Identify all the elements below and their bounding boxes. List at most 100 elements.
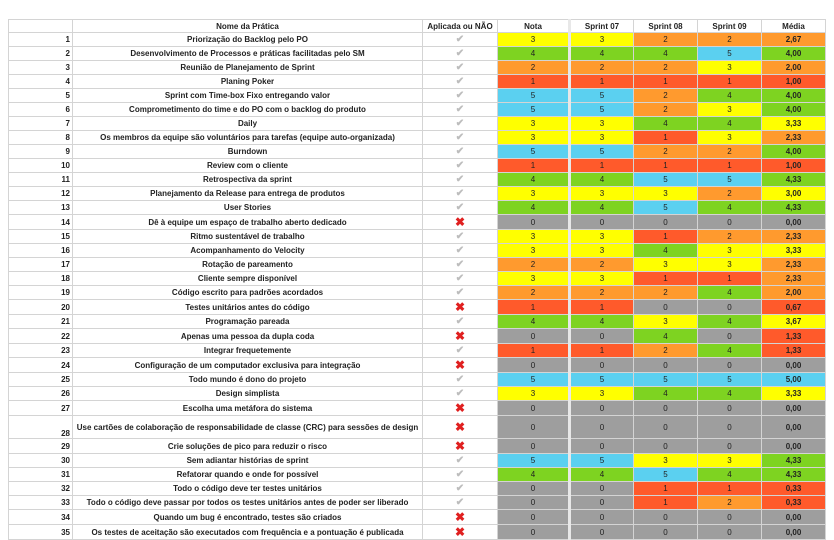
- applied-cell[interactable]: ✔: [422, 172, 498, 187]
- media-cell[interactable]: 4,33: [761, 200, 826, 215]
- sprint-07-cell[interactable]: 3: [568, 229, 634, 244]
- practice-name-cell[interactable]: Programação pareada: [72, 314, 423, 329]
- sprint-07-cell[interactable]: 2: [568, 257, 634, 272]
- sprint-09-cell[interactable]: 4: [697, 386, 762, 401]
- applied-cell[interactable]: ✔: [422, 453, 498, 468]
- sprint-08-cell[interactable]: 3: [633, 257, 698, 272]
- row-number[interactable]: 4: [8, 74, 73, 89]
- sprint-07-cell[interactable]: 0: [568, 400, 634, 416]
- nota-cell[interactable]: 5: [497, 102, 570, 117]
- applied-cell[interactable]: ✔: [422, 60, 498, 75]
- sprint-09-cell[interactable]: 0: [697, 357, 762, 373]
- sprint-08-cell[interactable]: 4: [633, 116, 698, 131]
- sprint-09-cell[interactable]: 3: [697, 102, 762, 117]
- nota-cell[interactable]: 0: [497, 400, 570, 416]
- sprint-08-cell[interactable]: 1: [633, 74, 698, 89]
- practice-name-cell[interactable]: Planejamento da Release para entrega de …: [72, 186, 423, 201]
- sprint-07-cell[interactable]: 0: [568, 481, 634, 496]
- media-cell[interactable]: 0,33: [761, 481, 826, 496]
- sprint-07-cell[interactable]: 5: [568, 144, 634, 159]
- sprint-09-cell[interactable]: 4: [697, 467, 762, 482]
- sprint-08-cell[interactable]: 3: [633, 314, 698, 329]
- media-cell[interactable]: 1,33: [761, 328, 826, 344]
- sprint-07-cell[interactable]: 1: [568, 343, 634, 358]
- nota-cell[interactable]: 4: [497, 200, 570, 215]
- practice-name-cell[interactable]: Rotação de pareamento: [72, 257, 423, 272]
- applied-cell[interactable]: ✔: [422, 386, 498, 401]
- nota-cell[interactable]: 0: [497, 415, 570, 439]
- sprint-09-cell[interactable]: 4: [697, 200, 762, 215]
- sprint-07-cell[interactable]: 5: [568, 372, 634, 387]
- nota-cell[interactable]: 1: [497, 158, 570, 173]
- sprint-07-cell[interactable]: 0: [568, 524, 634, 540]
- applied-cell[interactable]: ✔: [422, 130, 498, 145]
- practice-name-cell[interactable]: Escolha uma metáfora do sistema: [72, 400, 423, 416]
- nota-cell[interactable]: 0: [497, 357, 570, 373]
- row-number[interactable]: 2: [8, 46, 73, 61]
- sprint-09-cell[interactable]: 0: [697, 524, 762, 540]
- media-cell[interactable]: 0,00: [761, 214, 826, 230]
- row-number[interactable]: 17: [8, 257, 73, 272]
- media-cell[interactable]: 1,00: [761, 74, 826, 89]
- sprint-07-cell[interactable]: 3: [568, 116, 634, 131]
- sprint-09-cell[interactable]: 1: [697, 74, 762, 89]
- sprint-08-cell[interactable]: 1: [633, 229, 698, 244]
- sprint-09-cell[interactable]: 3: [697, 453, 762, 468]
- row-number[interactable]: 3: [8, 60, 73, 75]
- row-number[interactable]: 30: [8, 453, 73, 468]
- sprint-09-cell[interactable]: 0: [697, 328, 762, 344]
- header-row-number[interactable]: [8, 19, 73, 33]
- row-number[interactable]: 13: [8, 200, 73, 215]
- sprint-09-cell[interactable]: 0: [697, 509, 762, 525]
- header-nota[interactable]: Nota: [497, 19, 570, 33]
- media-cell[interactable]: 2,33: [761, 130, 826, 145]
- sprint-07-cell[interactable]: 1: [568, 74, 634, 89]
- practice-name-cell[interactable]: Sem adiantar histórias de sprint: [72, 453, 423, 468]
- sprint-09-cell[interactable]: 0: [697, 415, 762, 439]
- sprint-07-cell[interactable]: 3: [568, 32, 634, 47]
- practice-name-cell[interactable]: Apenas uma pessoa da dupla coda: [72, 328, 423, 344]
- sprint-08-cell[interactable]: 2: [633, 88, 698, 103]
- practice-name-cell[interactable]: Código escrito para padrões acordados: [72, 285, 423, 300]
- sprint-07-cell[interactable]: 1: [568, 299, 634, 315]
- media-cell[interactable]: 0,00: [761, 415, 826, 439]
- applied-cell[interactable]: ✖: [422, 509, 498, 525]
- sprint-09-cell[interactable]: 4: [697, 343, 762, 358]
- row-number[interactable]: 10: [8, 158, 73, 173]
- applied-cell[interactable]: ✔: [422, 186, 498, 201]
- nota-cell[interactable]: 0: [497, 328, 570, 344]
- sprint-08-cell[interactable]: 4: [633, 243, 698, 258]
- applied-cell[interactable]: ✔: [422, 102, 498, 117]
- media-cell[interactable]: 4,33: [761, 467, 826, 482]
- row-number[interactable]: 23: [8, 343, 73, 358]
- row-number[interactable]: 19: [8, 285, 73, 300]
- sprint-07-cell[interactable]: 5: [568, 102, 634, 117]
- sprint-09-cell[interactable]: 2: [697, 144, 762, 159]
- sprint-09-cell[interactable]: 0: [697, 400, 762, 416]
- media-cell[interactable]: 2,33: [761, 257, 826, 272]
- sprint-07-cell[interactable]: 3: [568, 271, 634, 286]
- sprint-08-cell[interactable]: 4: [633, 46, 698, 61]
- media-cell[interactable]: 4,00: [761, 46, 826, 61]
- applied-cell[interactable]: ✔: [422, 343, 498, 358]
- sprint-08-cell[interactable]: 1: [633, 158, 698, 173]
- media-cell[interactable]: 4,00: [761, 144, 826, 159]
- nota-cell[interactable]: 0: [497, 438, 570, 454]
- practice-name-cell[interactable]: Daily: [72, 116, 423, 131]
- sprint-07-cell[interactable]: 0: [568, 328, 634, 344]
- applied-cell[interactable]: ✔: [422, 116, 498, 131]
- nota-cell[interactable]: 4: [497, 46, 570, 61]
- sprint-09-cell[interactable]: 0: [697, 214, 762, 230]
- sprint-08-cell[interactable]: 0: [633, 400, 698, 416]
- practice-name-cell[interactable]: Configuração de um computador exclusiva …: [72, 357, 423, 373]
- sprint-08-cell[interactable]: 5: [633, 172, 698, 187]
- media-cell[interactable]: 2,67: [761, 32, 826, 47]
- row-number[interactable]: 18: [8, 271, 73, 286]
- sprint-08-cell[interactable]: 2: [633, 60, 698, 75]
- sprint-08-cell[interactable]: 3: [633, 186, 698, 201]
- sprint-09-cell[interactable]: 1: [697, 271, 762, 286]
- media-cell[interactable]: 0,00: [761, 438, 826, 454]
- sprint-09-cell[interactable]: 0: [697, 438, 762, 454]
- nota-cell[interactable]: 5: [497, 144, 570, 159]
- sprint-08-cell[interactable]: 0: [633, 299, 698, 315]
